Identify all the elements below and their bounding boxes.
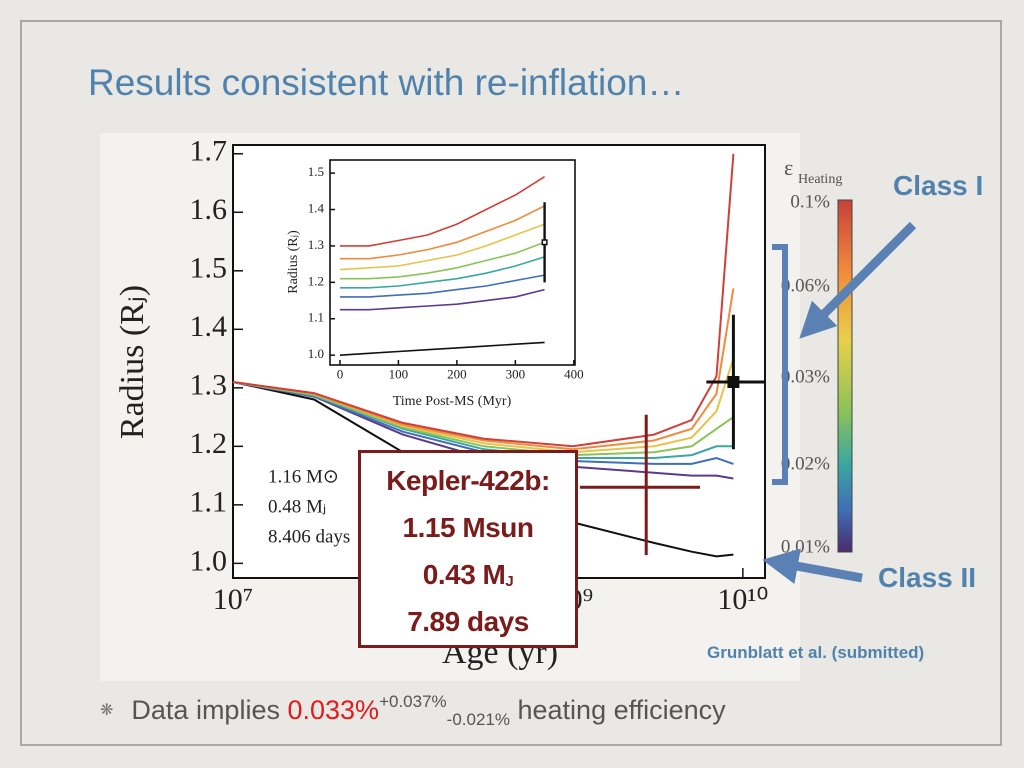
colorbar-label: 0.03% (781, 366, 830, 387)
series-line (339, 288, 545, 311)
class-label: Class II (878, 562, 977, 593)
y-tick-label: 1.1 (308, 310, 324, 325)
y-tick-label: 1.0 (190, 544, 228, 577)
callout-subscript: J (505, 573, 514, 590)
x-tick-label: 400 (564, 366, 584, 381)
bullet-upper: +0.037% (379, 692, 447, 711)
y-tick-label: 1.6 (190, 193, 228, 226)
callout-line: 1.15 Msun (402, 512, 534, 543)
colorbar-label: 0.06% (781, 275, 830, 296)
x-tick-label: 300 (506, 366, 526, 381)
x-axis-label: Time Post-MS (Myr) (393, 394, 512, 409)
y-tick-label: 1.1 (190, 486, 228, 519)
bullet-mark: ❋ (100, 702, 114, 719)
colorbar-title: ε (784, 155, 793, 180)
y-tick-label: 1.3 (308, 237, 324, 252)
bullet: ❋ Data implies 0.033%+0.037%-0.021% heati… (100, 692, 726, 730)
x-tick-label: 200 (447, 366, 467, 381)
series-line (339, 205, 545, 260)
series-line (339, 341, 545, 356)
annotation: 1.16 M⊙ (268, 466, 339, 487)
bullet-text: heating efficiency (517, 695, 726, 725)
plot: 1.0 1.1 1.2 1.3 1.4 1.5 0 100 200 300 400 Time Post… (286, 164, 583, 409)
credit: Grunblatt et al. (submitted) (707, 643, 925, 662)
series-line (339, 256, 545, 289)
x-tick-label: 10¹⁰ (717, 583, 768, 616)
x-tick-label: 0 (337, 366, 344, 381)
class-bracket (772, 244, 788, 485)
annotation: 8.406 days (268, 526, 350, 547)
y-axis-label: Radius (Rⱼ) (114, 285, 151, 439)
data-point (727, 375, 740, 388)
y-tick-label: 1.2 (190, 427, 228, 460)
bullet-text: Data implies (131, 695, 280, 725)
y-tick-label: 1.2 (308, 273, 324, 288)
y-tick-label: 1.7 (190, 135, 228, 168)
series-line (339, 176, 546, 247)
slide-title: Results consistent with re-inflation… (88, 62, 685, 103)
x-tick-label: 10⁷ (213, 583, 253, 616)
x-tick-label: 100 (389, 366, 409, 381)
bullet-lower: -0.021% (446, 710, 510, 729)
colorbar-title-sub: Heating (798, 172, 842, 187)
slide-frame (20, 20, 1002, 746)
y-tick-label: 1.3 (190, 369, 228, 402)
colorbar-label: 0.1% (790, 191, 830, 212)
colorbar-label: 0.01% (781, 536, 830, 557)
bullet-value: 0.033% (287, 695, 380, 725)
series-line (339, 223, 545, 271)
plot-area (329, 159, 576, 366)
colorbar (837, 199, 853, 553)
series-line (339, 274, 545, 298)
y-tick-label: 1.5 (190, 252, 228, 285)
data-point (541, 239, 548, 246)
callout-line: Kepler-422b: (386, 465, 550, 496)
y-tick-label: 1.4 (308, 201, 325, 216)
y-axis-label: Radius (Rⱼ) (286, 230, 301, 294)
y-tick-label: 1.5 (308, 164, 324, 179)
series-line (339, 241, 545, 280)
callout-text: 0.43 M (422, 559, 506, 590)
annotation: 0.48 Mⱼ (268, 496, 326, 517)
callout-line: 0.43 MJ (361, 551, 575, 598)
planet-callout: Kepler-422b: 1.15 Msun 0.43 MJ 7.89 days (358, 450, 578, 648)
series-line (232, 153, 735, 448)
class-label: Class I (893, 170, 984, 201)
y-tick-label: 1.4 (190, 310, 228, 343)
colorbar-label: 0.02% (781, 453, 830, 474)
y-tick-label: 1.0 (308, 346, 324, 361)
callout-line: 7.89 days (407, 606, 529, 637)
